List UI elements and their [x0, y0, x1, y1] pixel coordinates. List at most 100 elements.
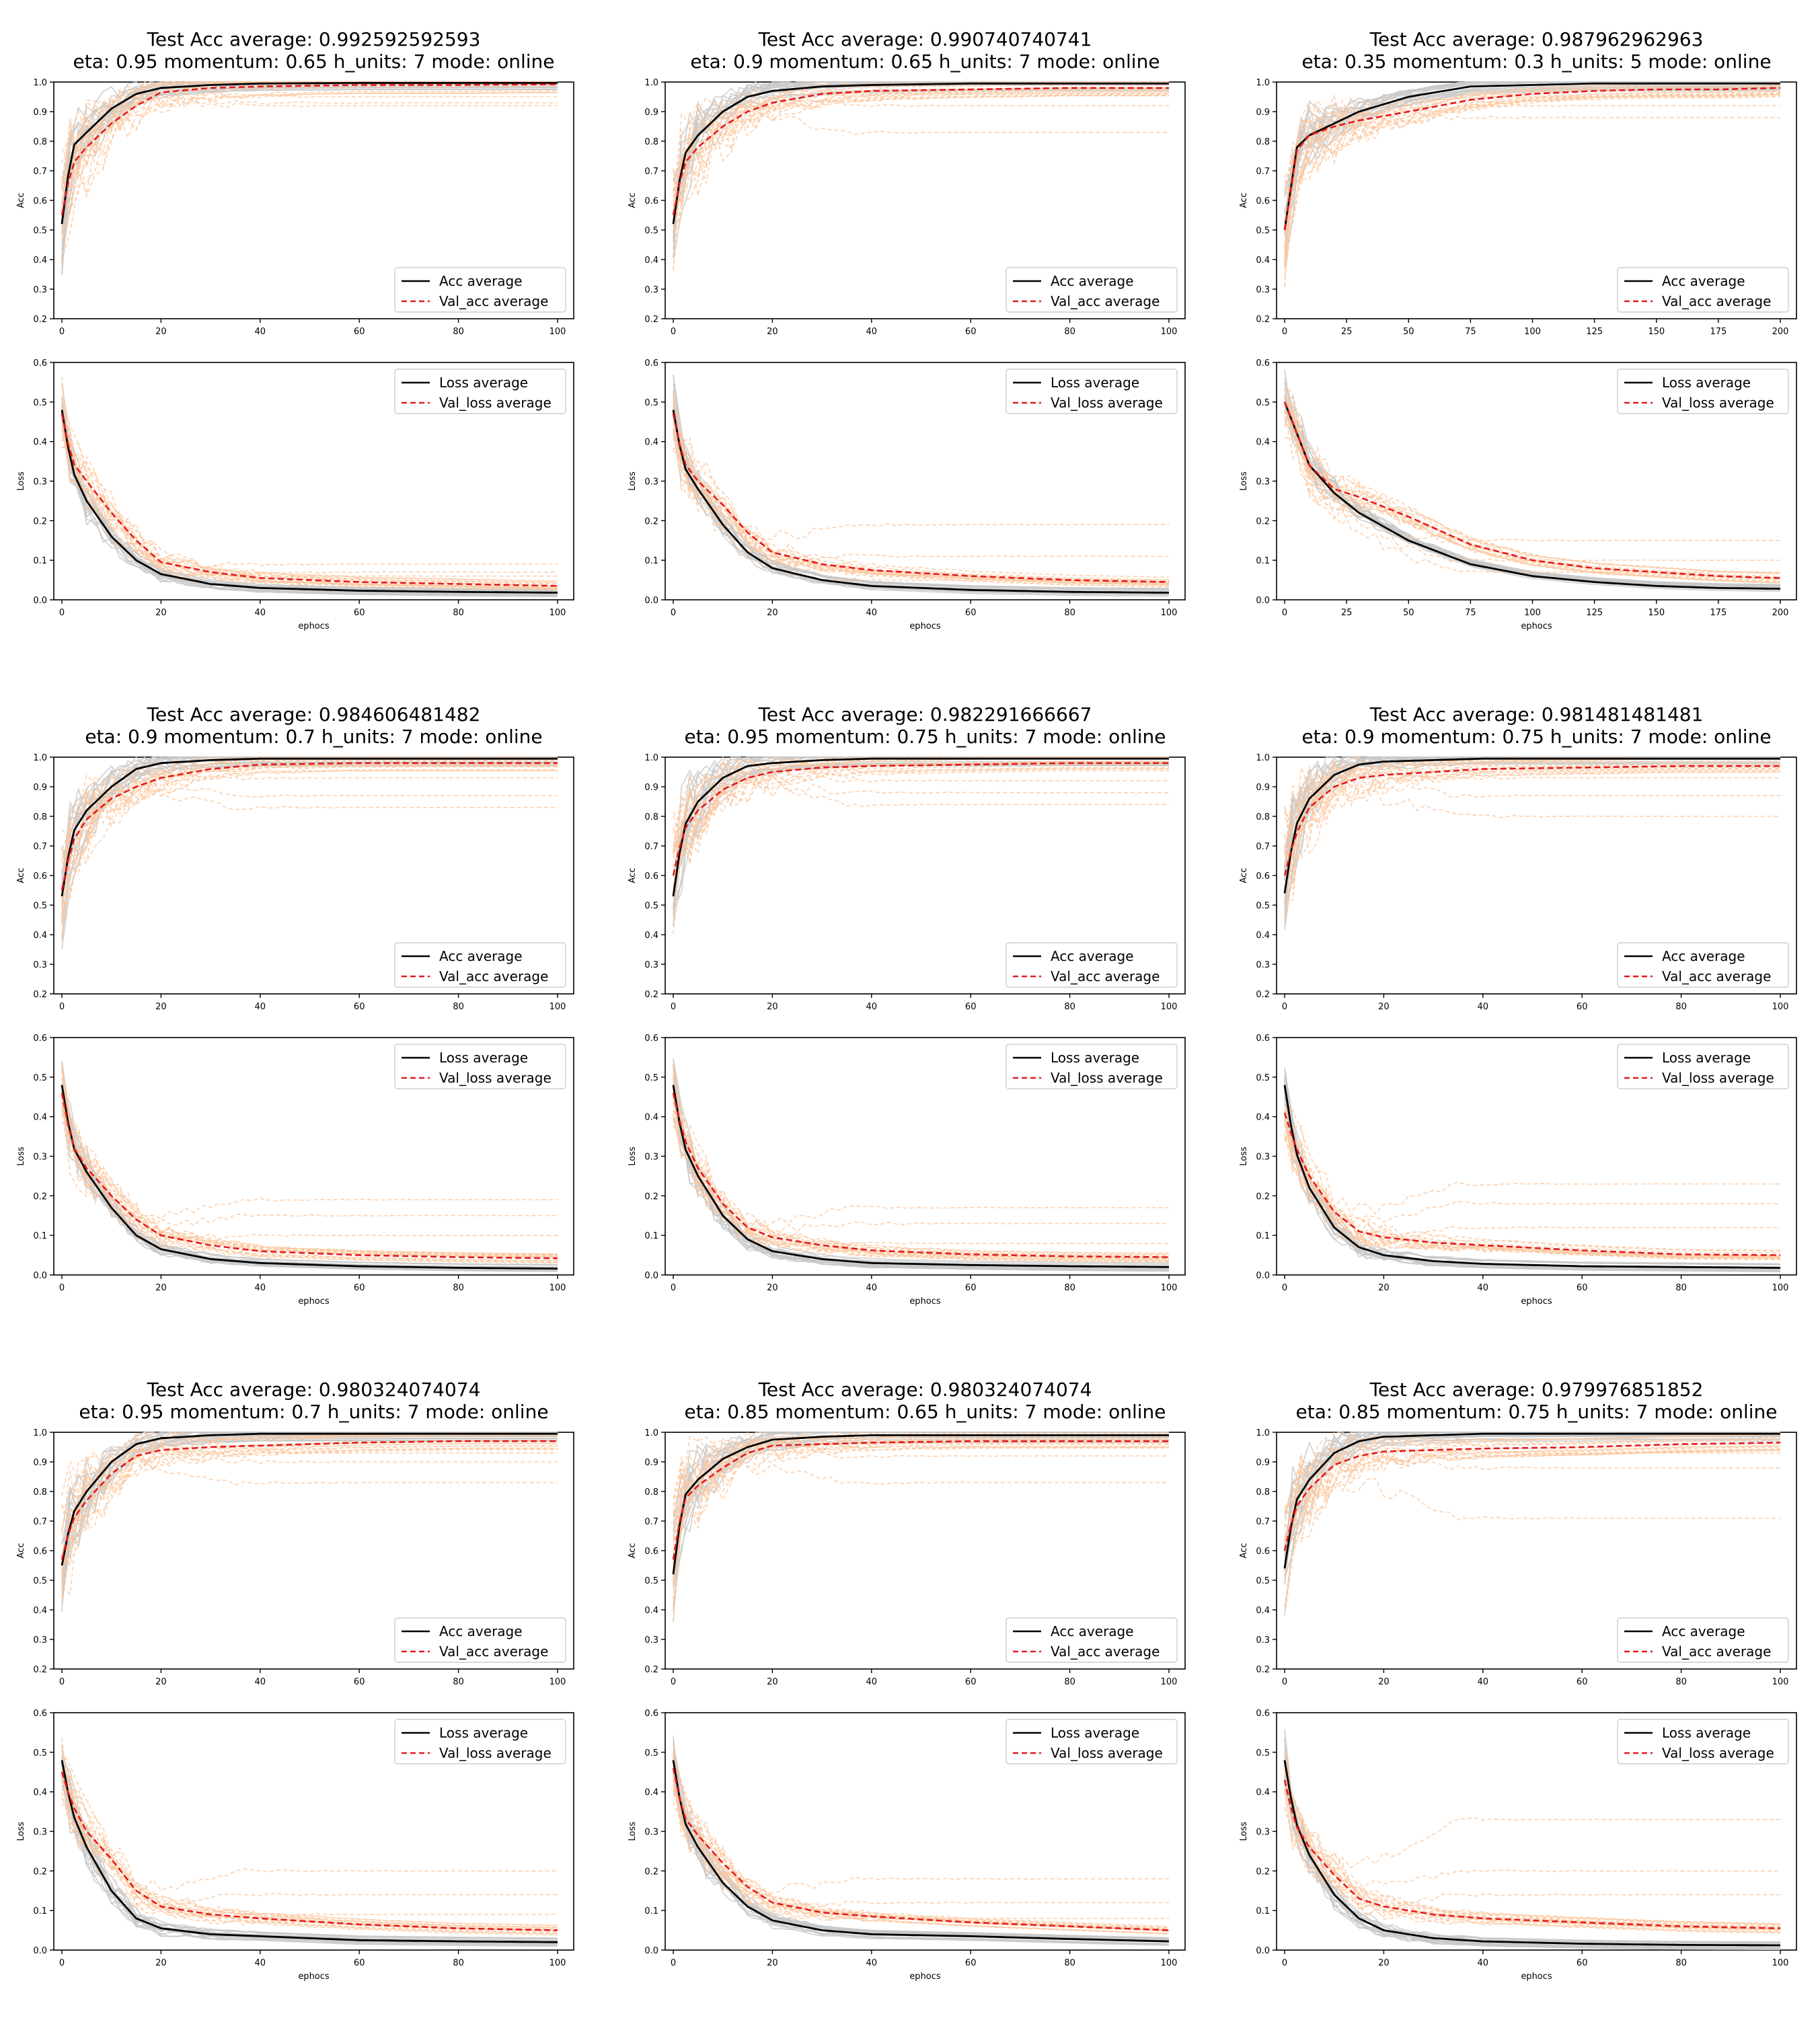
x-axis-label: ephocs — [909, 1296, 941, 1307]
val-acc-average-line — [61, 83, 558, 216]
train-run-line — [61, 1439, 558, 1572]
chart-title: Test Acc average: 0.984606481482 — [147, 703, 481, 726]
x-tick-label: 80 — [1064, 1283, 1075, 1293]
val-loss-average-line — [672, 1093, 1169, 1258]
val-run-line — [1284, 87, 1781, 233]
loss-average-line — [61, 1760, 558, 1943]
y-tick-label: 0.6 — [1256, 358, 1270, 368]
x-tick-label: 100 — [549, 1283, 566, 1293]
y-tick-label: 0.5 — [33, 226, 47, 236]
y-tick-label: 0.5 — [644, 398, 658, 408]
y-tick-label: 0.2 — [33, 315, 47, 325]
val-run-line — [1284, 85, 1781, 200]
val-run-line — [61, 1442, 558, 1598]
val-run-line — [673, 430, 1170, 588]
train-run-line — [673, 1432, 1169, 1563]
legend-box — [1617, 1617, 1789, 1663]
val-run-line — [673, 89, 1169, 233]
val-run-line — [61, 1098, 558, 1263]
legend-box — [1006, 1617, 1178, 1663]
val-run-line — [673, 1087, 1170, 1246]
val-run-line — [1284, 436, 1781, 584]
accuracy-panel: 0.2 0.3 0.4 0.5 0.6 0.7 0.8 0.9 1.0 0 20 40 60 80 100 A… — [628, 1428, 1186, 1687]
y-tick-label: 0.1 — [644, 556, 658, 566]
chart-title: Test Acc average: 0.982291666667 — [758, 703, 1092, 726]
train-run-line — [673, 761, 1169, 909]
y-tick-label: 0.3 — [33, 960, 47, 970]
val-run-line — [61, 1448, 558, 1581]
legend-val-acc-label: Val_acc average — [1051, 293, 1160, 309]
val-run-line — [1284, 416, 1780, 574]
x-tick-label: 100 — [549, 1958, 566, 1968]
legend-val-acc-label: Val_acc average — [1662, 1643, 1771, 1660]
val-run-line — [61, 1781, 558, 1892]
train-run-line — [673, 1064, 1170, 1267]
val-run-line — [61, 770, 558, 910]
val-run-line — [673, 1780, 1170, 1929]
legend-box — [394, 1719, 566, 1764]
x-tick-label: 100 — [549, 1677, 566, 1687]
y-tick-label: 0.9 — [33, 1458, 47, 1468]
val-run-line — [673, 410, 1170, 582]
val-run-line — [61, 92, 558, 221]
y-tick-label: 0.9 — [644, 108, 658, 118]
y-tick-label: 0.7 — [644, 1517, 658, 1527]
y-tick-label: 0.9 — [644, 1458, 658, 1468]
y-tick-label: 0.0 — [644, 1271, 658, 1281]
val-run-line — [61, 1792, 558, 1932]
train-run-line — [61, 1104, 558, 1272]
val-run-line — [1284, 1769, 1781, 1925]
y-axis-label: Acc — [16, 1543, 26, 1559]
x-tick-label: 100 — [549, 327, 566, 337]
val-run-line — [61, 395, 558, 582]
train-run-line — [673, 763, 1169, 927]
legend-loss-label: Loss average — [439, 1725, 528, 1741]
legend-loss-label: Loss average — [439, 1050, 528, 1066]
val-run-line — [61, 769, 558, 940]
y-tick-label: 0.2 — [33, 990, 47, 1000]
x-tick-label: 20 — [767, 1958, 778, 1968]
train-run-line — [61, 1779, 558, 1947]
train-run-line — [61, 420, 558, 595]
legend-box — [1006, 267, 1178, 313]
val-run-line — [61, 422, 558, 590]
train-run-line — [61, 1090, 558, 1271]
x-axis-label: ephocs — [298, 1296, 330, 1307]
val-run-line — [673, 438, 1170, 586]
val-run-line — [61, 1432, 558, 1506]
y-tick-label: 0.4 — [644, 438, 658, 448]
train-run-line — [673, 412, 1170, 589]
val-run-line — [673, 1790, 1170, 1931]
accuracy-panel: 0.2 0.3 0.4 0.5 0.6 0.7 0.8 0.9 1.0 0 20 40 60 80 100 A… — [1239, 1428, 1797, 1687]
y-tick-label: 0.3 — [33, 1828, 47, 1838]
val-run-line — [61, 1431, 558, 1543]
val-run-line — [1284, 1786, 1781, 1933]
val-run-line — [1284, 1438, 1781, 1583]
train-run-line — [61, 1754, 558, 1940]
x-tick-label: 0 — [1282, 1958, 1287, 1968]
y-tick-label: 0.9 — [644, 783, 658, 793]
val-run-line — [61, 1077, 558, 1257]
train-run-line — [1284, 756, 1780, 904]
val-loss-average-line — [1283, 401, 1781, 579]
val-run-line — [673, 762, 1169, 892]
val-run-line — [673, 96, 1169, 207]
x-tick-label: 50 — [1403, 608, 1414, 618]
val-loss-average-line — [1283, 1779, 1781, 1929]
val-run-line — [61, 420, 558, 578]
legend-loss-label: Loss average — [1051, 1725, 1139, 1741]
y-axis-label: Loss — [16, 1147, 26, 1166]
y-tick-label: 0.0 — [644, 1946, 658, 1956]
x-tick-label: 40 — [1478, 1677, 1489, 1687]
y-tick-label: 0.0 — [33, 596, 47, 606]
chart-subtitle: eta: 0.9 momentum: 0.7 h_units: 7 mode: … — [85, 726, 542, 748]
train-run-line — [1284, 81, 1780, 247]
x-tick-label: 0 — [671, 1283, 676, 1293]
legend-box — [1617, 267, 1789, 313]
train-run-line — [61, 1103, 558, 1270]
chart-title: Test Acc average: 0.980324074074 — [147, 1378, 481, 1401]
val-run-line — [673, 431, 1169, 582]
